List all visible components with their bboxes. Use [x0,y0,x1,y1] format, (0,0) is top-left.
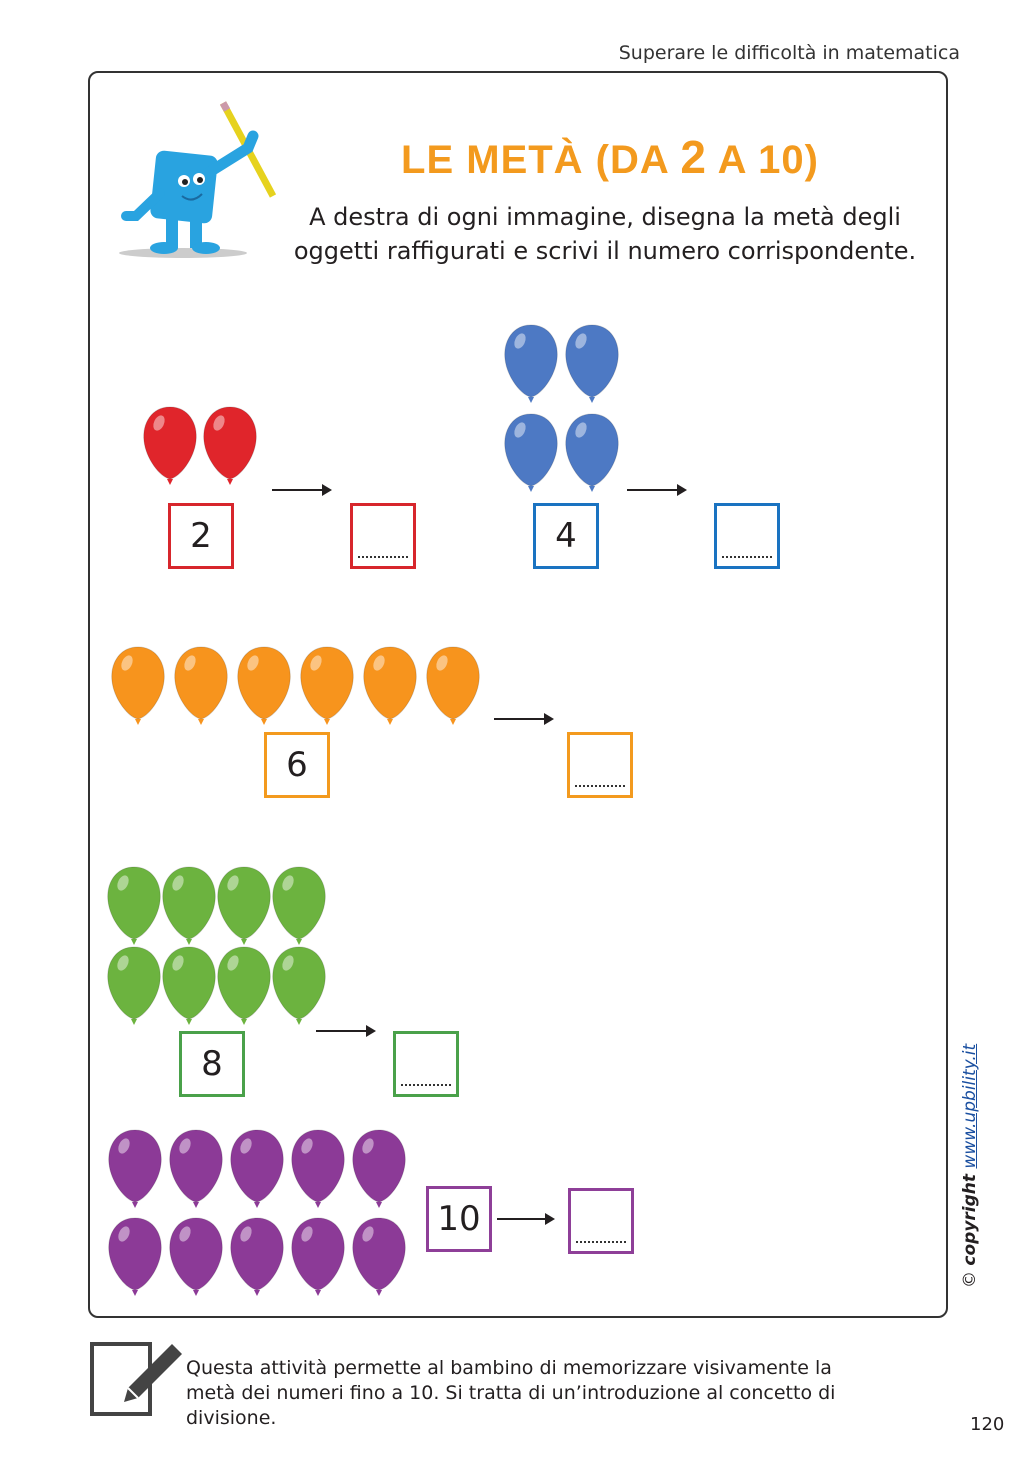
balloon-icon [562,412,622,494]
answer-box[interactable] [393,1031,459,1097]
copyright-link[interactable]: www.upbility.it [960,1043,980,1169]
balloon-icon [234,645,294,727]
balloon-icon [214,865,274,947]
balloon-icon [105,1216,165,1298]
page-number: 120 [970,1414,1005,1435]
answer-box[interactable] [350,503,416,569]
balloon-icon [360,645,420,727]
count-box: 10 [426,1186,492,1252]
count-box: 8 [179,1031,245,1097]
arrow-right-icon [494,713,554,725]
title-number-end: 10 [758,138,805,182]
copyright-symbol: © [960,1271,980,1288]
arrow-right-icon [497,1213,555,1225]
answer-dotted-line [401,1084,451,1086]
balloon-icon [288,1216,348,1298]
copyright-notice: © copyright www.upbility.it [960,1044,980,1288]
count-box: 6 [264,732,330,798]
running-header: Superare le difficoltà in matematica [618,42,960,64]
balloon-icon [214,945,274,1027]
answer-dotted-line [575,785,625,787]
balloon-icon [501,412,561,494]
balloon-icon [297,645,357,727]
worksheet-frame [88,71,948,1318]
answer-dotted-line [576,1241,626,1243]
balloon-icon [423,645,483,727]
title-mid: A [707,138,759,182]
balloon-icon [159,865,219,947]
balloon-icon [104,945,164,1027]
balloon-icon [171,645,231,727]
balloon-icon [562,323,622,405]
count-box: 2 [168,503,234,569]
balloon-icon [105,1128,165,1210]
answer-box[interactable] [714,503,780,569]
balloon-icon [227,1216,287,1298]
title-suffix: ) [804,138,819,182]
balloon-icon [269,945,329,1027]
pencil-edit-icon [90,1342,182,1416]
balloon-icon [166,1216,226,1298]
balloon-icon [159,945,219,1027]
title-number-start: 2 [680,131,707,183]
count-box: 4 [533,503,599,569]
page-title: LE METÀ (DA 2 A 10) [300,130,920,184]
answer-dotted-line [722,556,772,558]
balloon-icon [288,1128,348,1210]
title-prefix: LE METÀ (DA [401,138,681,182]
copyright-word: copyright [960,1173,980,1266]
balloon-icon [200,405,260,487]
footer-note: Questa attività permette al bambino di m… [186,1357,836,1429]
balloon-icon [349,1216,409,1298]
instructions: A destra di ogni immagine, disegna la me… [293,203,917,265]
balloon-icon [166,1128,226,1210]
balloon-icon [140,405,200,487]
answer-box[interactable] [568,1188,634,1254]
answer-box[interactable] [567,732,633,798]
mascot-icon [119,101,277,258]
balloon-icon [108,645,168,727]
balloon-icon [501,323,561,405]
arrow-right-icon [627,484,687,496]
balloon-icon [349,1128,409,1210]
balloon-icon [269,865,329,947]
arrow-right-icon [272,484,332,496]
balloon-icon [104,865,164,947]
arrow-right-icon [316,1025,376,1037]
answer-dotted-line [358,556,408,558]
balloon-icon [227,1128,287,1210]
